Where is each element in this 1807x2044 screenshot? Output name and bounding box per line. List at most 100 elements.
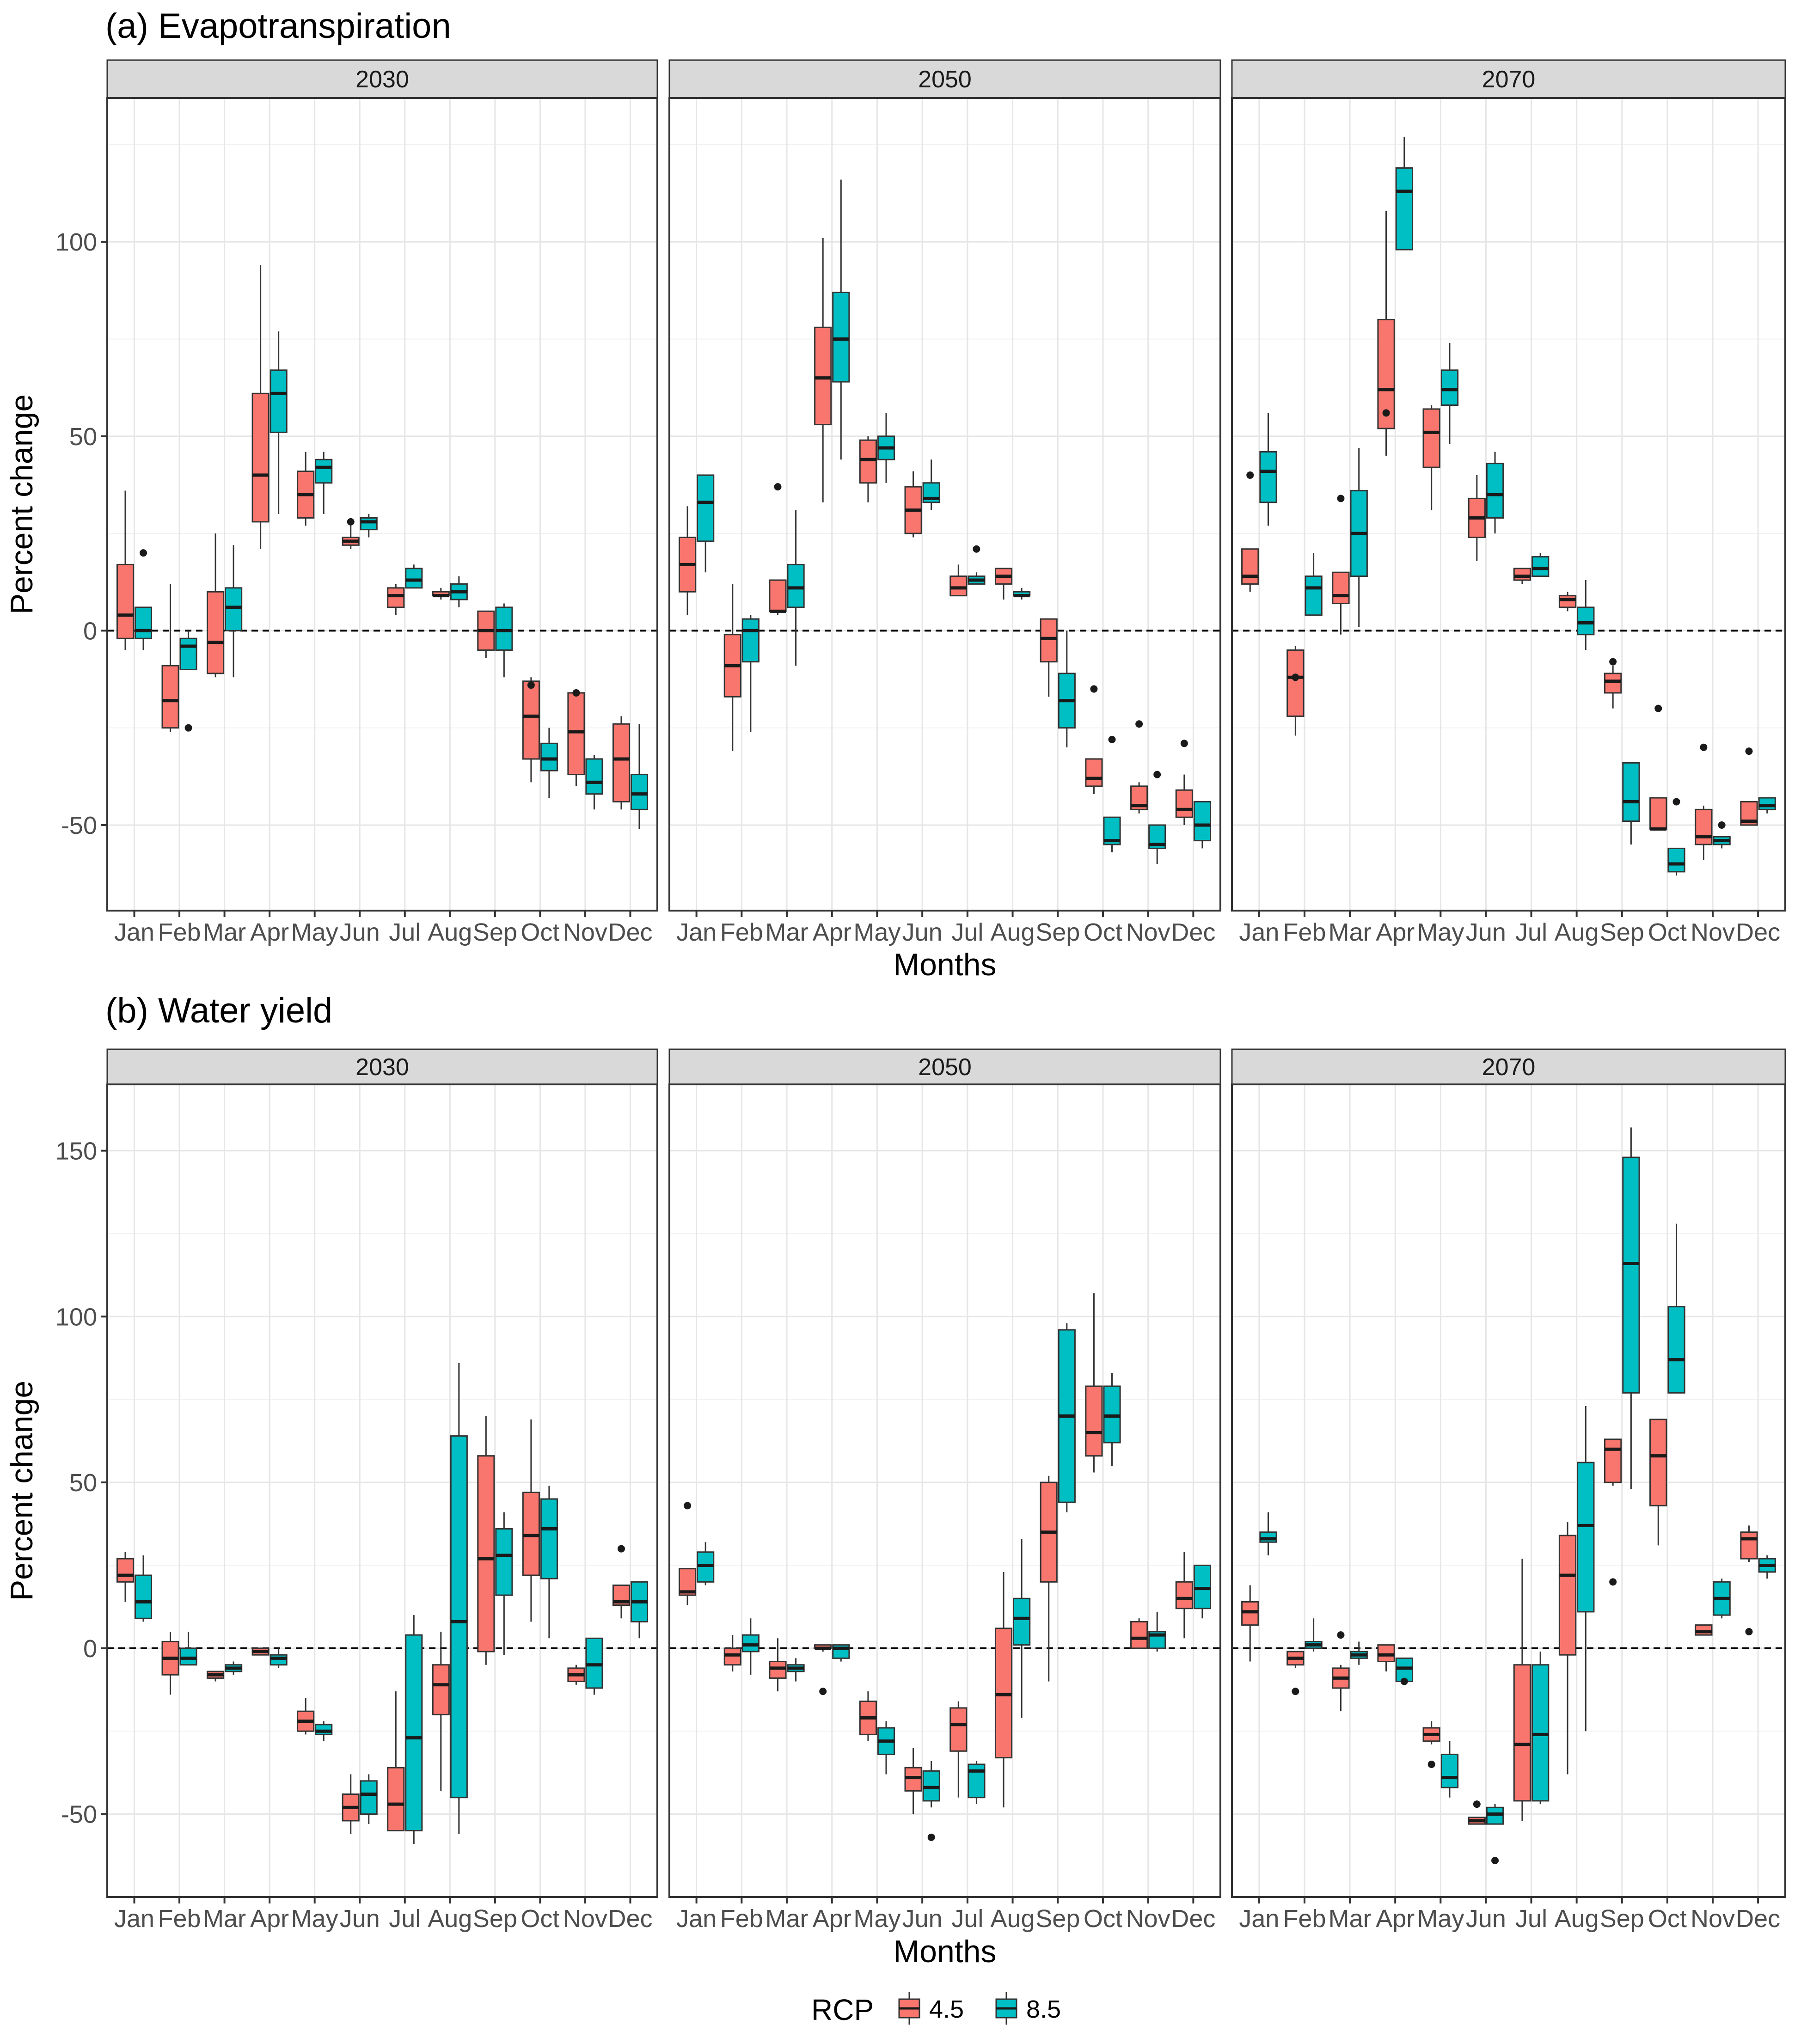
box-may-rcp-4-5 [859,436,877,502]
box-sep-rcp-8-5 [1058,1323,1076,1512]
box-outlier [1745,747,1753,755]
box-jun-rcp-8-5 [360,514,378,538]
box-feb-rcp-4-5 [723,584,741,752]
x-tick-label: Jun [1466,1905,1506,1933]
box-apr-rcp-8-5 [832,1644,850,1662]
box-apr-rcp-4-5 [1377,210,1395,456]
x-tick-label: Apr [250,1905,289,1933]
x-tick-label: Dec [1171,918,1215,946]
box-jul-rcp-4-5 [387,1691,405,1831]
box-nov-rcp-8-5 [1713,821,1731,849]
box-body [1395,167,1413,251]
box-may-rcp-8-5 [877,413,895,483]
box-body [315,459,333,484]
box-body [1130,1621,1148,1649]
box-may-rcp-4-5 [859,1691,877,1741]
x-tick-label: Dec [608,918,652,946]
x-tick-label: Nov [1126,918,1170,946]
box-outlier [1745,1628,1753,1635]
box-jun-rcp-8-5 [360,1774,378,1824]
box-body [1440,369,1459,406]
facet-2030: 2030 Jan Feb Mar Apr May Jun Jul Aug Sep Oct Nov Dec [106,1048,658,1933]
box-feb-rcp-4-5 [1286,646,1305,736]
box-dec-rcp-4-5 [612,716,631,810]
box-body [1422,408,1440,468]
box-body [522,1492,540,1576]
box-body [1531,556,1550,577]
legend-title: RCP [811,1993,874,2026]
box-body [360,1780,378,1815]
box-outlier [1337,495,1345,502]
box-mar-rcp-4-5 [769,1638,787,1692]
x-tick-label: Jan [1239,918,1279,946]
box-mar-rcp-8-5 [787,510,805,666]
box-body [1486,463,1504,519]
box-dec-rcp-8-5 [1758,1555,1776,1579]
x-tick-label: Mar [766,918,809,946]
box-nov-rcp-4-5 [1130,1618,1148,1649]
box-nov-rcp-8-5 [585,1637,603,1695]
box-jul-rcp-4-5 [1513,568,1531,584]
box-mar-rcp-4-5 [1332,495,1350,635]
facet-strip-label: 2070 [1482,66,1536,93]
box-body [1440,1753,1459,1788]
box-jul-rcp-8-5 [968,1761,986,1805]
x-tick-label: Dec [608,1905,652,1933]
box-aug-rcp-4-5 [1558,592,1577,612]
box-outlier [140,549,147,557]
box-body [179,637,197,670]
box-body [922,1770,940,1802]
box-jun-rcp-8-5 [922,459,940,510]
box-jan-rcp-8-5 [1259,413,1277,526]
x-tick-label: Oct [521,1905,559,1933]
box-outlier [617,1545,625,1553]
x-tick-label: Nov [1691,918,1735,946]
box-mar-rcp-8-5 [787,1658,805,1682]
x-tick-label: Nov [1691,1905,1735,1933]
box-aug-rcp-8-5 [1577,580,1595,650]
y-axis-title: Percent change [4,1381,39,1601]
x-tick-label: Feb [1283,918,1326,946]
box-body [1286,649,1305,717]
box-body [1085,1385,1103,1457]
x-tick-label: Aug [428,918,472,946]
box-oct-rcp-8-5 [1103,1373,1121,1466]
box-body [1667,847,1685,873]
box-body [1577,606,1595,636]
box-apr-rcp-8-5 [1395,1657,1413,1685]
x-tick-label: Sep [1600,1905,1644,1933]
box-outlier [774,483,782,491]
box-nov-rcp-8-5 [585,755,603,810]
box-outlier [527,681,535,689]
x-tick-label: Mar [766,1905,809,1933]
x-tick-label: Jul [951,1905,983,1933]
box-jun-rcp-4-5 [342,1774,360,1834]
x-tick-label: Feb [158,918,201,946]
box-body [1175,789,1193,818]
x-tick-label: Sep [1035,918,1080,946]
box-outlier [1672,798,1680,806]
box-sep-rcp-8-5 [1622,762,1640,845]
box-sep-rcp-8-5 [1622,1127,1640,1489]
box-body [1513,1664,1531,1802]
box-aug-rcp-4-5 [432,587,450,600]
facet-strip [1231,1048,1786,1085]
facet-strip-label: 2050 [918,1054,972,1081]
box-aug-rcp-4-5 [432,1631,450,1791]
box-jul-rcp-4-5 [949,564,968,597]
box-body [1740,1531,1758,1560]
box-body [769,579,787,612]
box-jun-rcp-8-5 [1486,452,1504,534]
box-body [1395,1657,1413,1683]
box-body [1604,1438,1622,1483]
box-mar-rcp-4-5 [1332,1631,1350,1712]
box-body [567,692,585,776]
box-body [904,1767,922,1792]
box-body [1622,1157,1640,1394]
box-jan-rcp-4-5 [678,506,697,615]
box-may-rcp-4-5 [1422,405,1440,510]
facet-strip-label: 2070 [1482,1054,1536,1081]
y-tick-label: 100 [55,228,97,256]
box-jul-rcp-8-5 [405,564,423,589]
x-tick-label: Apr [250,918,289,946]
